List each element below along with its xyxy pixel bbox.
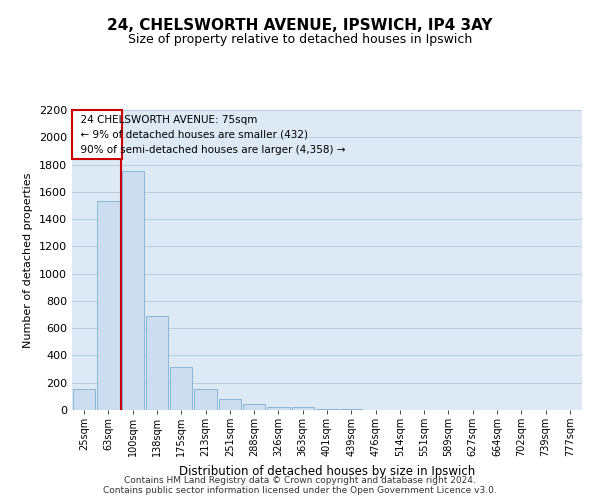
Bar [292, 408, 314, 410]
Y-axis label: Number of detached properties: Number of detached properties [23, 172, 34, 348]
Bar [73, 389, 95, 410]
Bar [267, 406, 290, 410]
Text: 24 CHELSWORTH AVENUE: 75sqm: 24 CHELSWORTH AVENUE: 75sqm [74, 115, 257, 125]
Text: ← 9% of detached houses are smaller (432): ← 9% of detached houses are smaller (432… [74, 130, 308, 140]
Bar [146, 316, 168, 410]
Bar [122, 172, 144, 410]
Text: Contains public sector information licensed under the Open Government Licence v3: Contains public sector information licen… [103, 486, 497, 495]
Text: Contains HM Land Registry data © Crown copyright and database right 2024.: Contains HM Land Registry data © Crown c… [124, 476, 476, 485]
X-axis label: Distribution of detached houses by size in Ipswich: Distribution of detached houses by size … [179, 465, 475, 478]
Text: Size of property relative to detached houses in Ipswich: Size of property relative to detached ho… [128, 32, 472, 46]
Text: 90% of semi-detached houses are larger (4,358) →: 90% of semi-detached houses are larger (… [74, 145, 345, 155]
Bar [97, 202, 119, 410]
Bar [218, 399, 241, 410]
Bar [316, 408, 338, 410]
Bar [243, 404, 265, 410]
Text: 24, CHELSWORTH AVENUE, IPSWICH, IP4 3AY: 24, CHELSWORTH AVENUE, IPSWICH, IP4 3AY [107, 18, 493, 32]
Bar [170, 367, 193, 410]
Bar [194, 389, 217, 410]
FancyBboxPatch shape [73, 110, 122, 159]
